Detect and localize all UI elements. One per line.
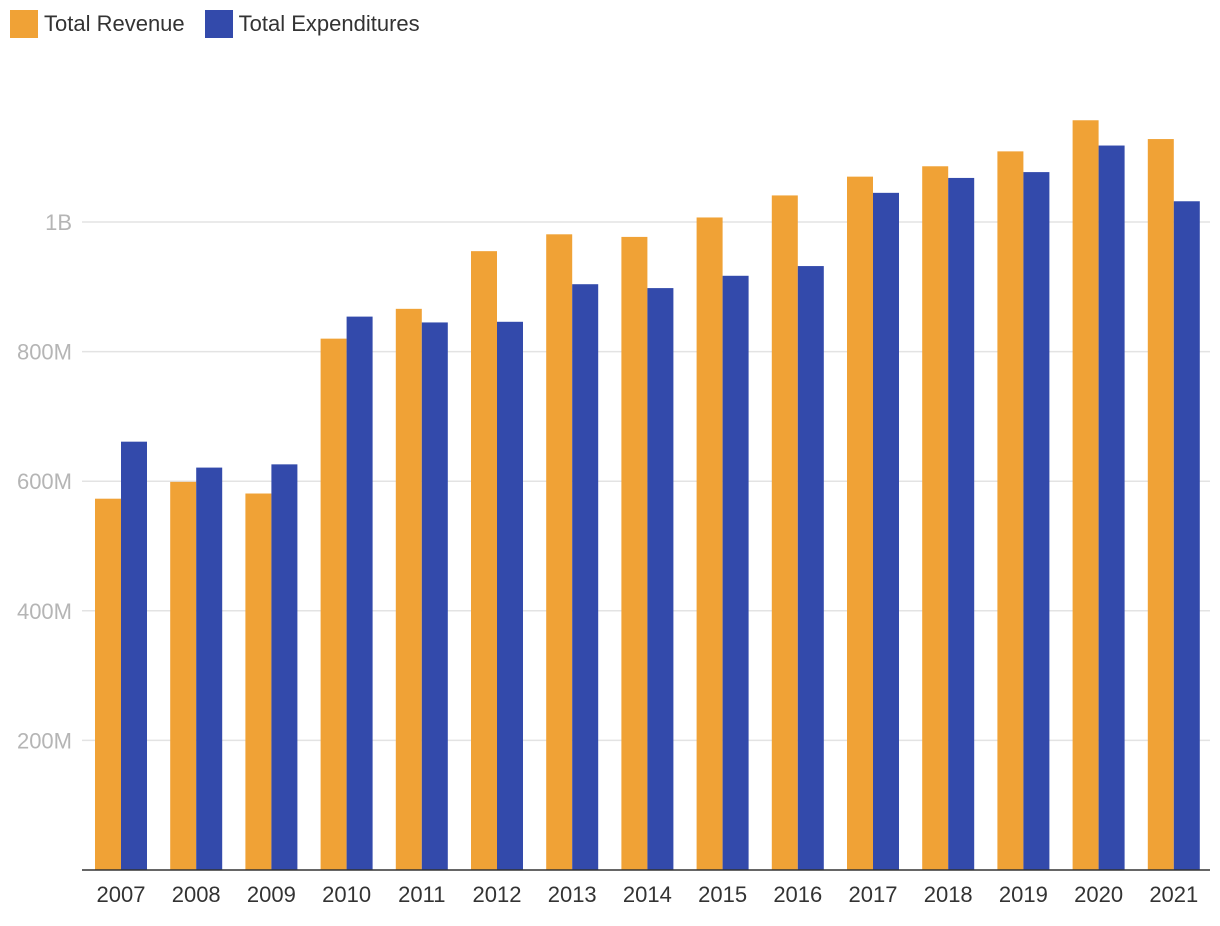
chart-legend: Total Revenue Total Expenditures — [10, 10, 420, 38]
x-tick-label-2020: 2020 — [1074, 882, 1123, 907]
bar-revenue-2016[interactable] — [771, 195, 798, 870]
bar-revenue-2012[interactable] — [471, 251, 497, 870]
bar-expenditures-2011[interactable] — [421, 322, 448, 870]
y-tick-label: 600M — [17, 469, 72, 494]
bar-revenue-2020[interactable] — [1072, 120, 1099, 871]
x-tick-label-2017: 2017 — [849, 882, 898, 907]
legend-label-revenue: Total Revenue — [44, 11, 185, 36]
x-axis-labels: 2007 2008 2009 2010 2011 2012 2013 2014 2015 2016… — [97, 882, 1199, 907]
bar-revenue-2011[interactable] — [395, 308, 422, 870]
bar-expenditures-2015[interactable] — [722, 275, 749, 870]
bar-revenue-2017[interactable] — [847, 176, 873, 870]
bar-revenue-2008[interactable] — [170, 481, 197, 870]
bar-expenditures-2018[interactable] — [948, 177, 975, 870]
bar-expenditures-2013[interactable] — [572, 284, 599, 870]
legend-item-expenditures[interactable]: Total Expenditures — [204, 10, 420, 38]
y-tick-label: 200M — [17, 728, 72, 753]
y-tick-label: 800M — [17, 340, 72, 365]
bar-expenditures-2007[interactable] — [121, 441, 147, 870]
x-tick-label-2008: 2008 — [172, 882, 221, 907]
x-tick-label-2021: 2021 — [1149, 882, 1198, 907]
x-tick-label-2016: 2016 — [773, 882, 822, 907]
bar-expenditures-2017[interactable] — [873, 192, 899, 871]
legend-swatch-revenue — [10, 10, 38, 38]
bars — [95, 120, 1200, 871]
legend-label-expenditures: Total Expenditures — [238, 11, 420, 36]
legend-swatch-expenditures — [204, 10, 233, 38]
legend-item-revenue[interactable]: Total Revenue — [10, 10, 185, 38]
bar-revenue-2009[interactable] — [245, 493, 272, 870]
x-tick-label-2011: 2011 — [398, 882, 445, 907]
x-tick-label-2018: 2018 — [924, 882, 973, 907]
bar-expenditures-2019[interactable] — [1023, 172, 1050, 870]
bar-revenue-2018[interactable] — [922, 166, 949, 871]
bar-expenditures-2012[interactable] — [497, 321, 523, 870]
y-tick-label: 400M — [17, 599, 72, 624]
x-tick-label-2015: 2015 — [698, 882, 747, 907]
x-tick-label-2019: 2019 — [999, 882, 1048, 907]
bar-revenue-2013[interactable] — [546, 234, 573, 870]
x-tick-label-2013: 2013 — [548, 882, 597, 907]
bar-revenue-2021[interactable] — [1147, 139, 1174, 870]
bar-revenue-2019[interactable] — [997, 151, 1024, 871]
bar-expenditures-2008[interactable] — [196, 467, 223, 870]
y-axis-ticks: 200M 400M 600M 800M 1B — [17, 210, 72, 753]
bar-revenue-2007[interactable] — [95, 498, 121, 870]
bar-revenue-2015[interactable] — [696, 217, 723, 871]
x-tick-label-2007: 2007 — [97, 882, 146, 907]
x-tick-label-2010: 2010 — [322, 882, 371, 907]
bar-expenditures-2021[interactable] — [1173, 201, 1200, 870]
bar-revenue-2010[interactable] — [320, 338, 347, 870]
x-tick-label-2009: 2009 — [247, 882, 296, 907]
bar-expenditures-2016[interactable] — [797, 266, 824, 871]
bar-expenditures-2014[interactable] — [647, 288, 674, 870]
x-tick-label-2014: 2014 — [623, 882, 672, 907]
bar-revenue-2014[interactable] — [621, 236, 648, 871]
y-tick-label: 1B — [45, 210, 72, 235]
bar-expenditures-2010[interactable] — [346, 316, 373, 870]
bar-expenditures-2009[interactable] — [271, 464, 298, 870]
x-tick-label-2012: 2012 — [473, 882, 522, 907]
bar-expenditures-2020[interactable] — [1098, 145, 1125, 870]
